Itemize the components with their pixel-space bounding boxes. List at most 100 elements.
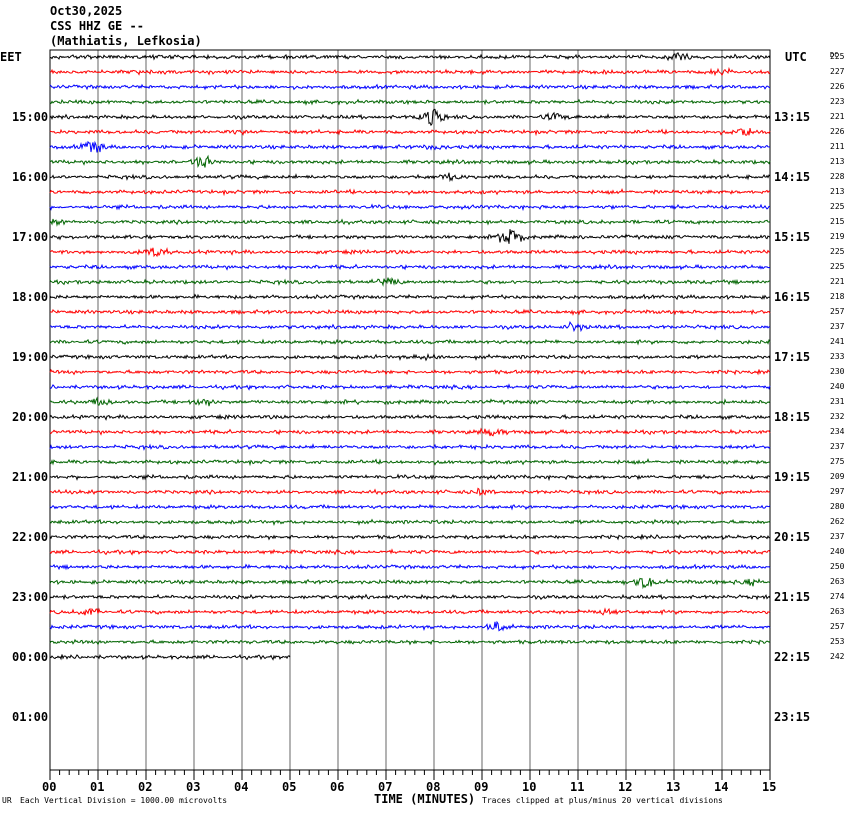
dc-offset-label: 221 [830, 277, 845, 286]
dc-offset-label: 257 [830, 622, 845, 631]
dc-offset-label: 227 [830, 67, 845, 76]
dc-offset-label: 234 [830, 427, 845, 436]
left-hour-label: 00:00 [12, 650, 49, 664]
x-tick-label: 03 [186, 780, 201, 794]
trace-line [49, 413, 771, 421]
dc-offset-label: 228 [830, 172, 845, 181]
dc-offset-label: 237 [830, 532, 845, 541]
right-hour-label: 14:15 [774, 170, 811, 184]
trace-line [49, 293, 771, 301]
trace-line [49, 263, 771, 271]
right-hour-label: 17:15 [774, 350, 811, 364]
dc-offset-label: 263 [830, 577, 845, 586]
scale-note: Each Vertical Division = 1000.00 microvo… [20, 796, 228, 805]
dc-offset-label: 240 [830, 382, 845, 391]
x-tick-label: 04 [234, 780, 249, 794]
station-label: CSS HHZ GE -- [50, 19, 144, 33]
dc-offset-label: 237 [830, 322, 845, 331]
dc-offset-label: 231 [830, 397, 845, 406]
trace-line [49, 52, 771, 62]
trace-line [49, 154, 771, 168]
x-tick-label: 05 [282, 780, 297, 794]
x-tick-label: 10 [522, 780, 537, 794]
trace-line [49, 473, 771, 482]
trace-line [49, 427, 771, 437]
left-hour-label: 19:00 [12, 350, 49, 364]
trace-line [49, 229, 771, 244]
dc-offset-label: 225 [830, 52, 845, 61]
trace-line [49, 518, 771, 526]
x-tick-label: 12 [618, 780, 633, 794]
x-tick-label: 11 [570, 780, 585, 794]
right-hour-label: 20:15 [774, 530, 811, 544]
right-hour-label: 16:15 [774, 290, 811, 304]
right-timezone-label: UTC [785, 50, 807, 64]
dc-offset-label: 211 [830, 142, 845, 151]
right-hour-label: 13:15 [774, 110, 811, 124]
dc-offset-label: 237 [830, 442, 845, 451]
trace-line [49, 218, 771, 227]
x-tick-label: 09 [474, 780, 489, 794]
left-hour-label: 16:00 [12, 170, 49, 184]
dc-offset-label: 250 [830, 562, 845, 571]
right-hour-label: 15:15 [774, 230, 811, 244]
dc-offset-label: 297 [830, 487, 845, 496]
dc-offset-label: 241 [830, 337, 845, 346]
dc-offset-label: 213 [830, 187, 845, 196]
trace-line [49, 108, 771, 127]
trace-line [49, 338, 771, 346]
dc-offset-label: 262 [830, 517, 845, 526]
right-hour-label: 23:15 [774, 710, 811, 724]
trace-line [49, 187, 771, 197]
x-tick-label: 07 [378, 780, 393, 794]
right-hour-label: 18:15 [774, 410, 811, 424]
dc-offset-label: 233 [830, 352, 845, 361]
dc-offset-label: 274 [830, 592, 845, 601]
x-tick-label: 14 [714, 780, 729, 794]
dc-offset-label: 280 [830, 502, 845, 511]
trace-line [49, 534, 770, 541]
right-hour-label: 19:15 [774, 470, 811, 484]
dc-offset-label: 221 [830, 112, 845, 121]
location-label: (Mathiatis, Lefkosia) [50, 34, 202, 48]
left-hour-label: 22:00 [12, 530, 49, 544]
clip-note: Traces clipped at plus/minus 20 vertical… [482, 796, 723, 805]
dc-offset-label: 225 [830, 262, 845, 271]
trace-line [49, 203, 771, 212]
trace-line [49, 487, 771, 497]
dc-offset-label: 240 [830, 547, 845, 556]
trace-line [49, 503, 771, 511]
x-tick-label: 13 [666, 780, 681, 794]
dc-offset-label: 263 [830, 607, 845, 616]
dc-offset-label: 257 [830, 307, 845, 316]
x-tick-label: 00 [42, 780, 57, 794]
left-hour-label: 23:00 [12, 590, 49, 604]
trace-line [49, 620, 771, 632]
plot-frame [49, 49, 771, 771]
trace-line [49, 172, 771, 183]
trace-line [49, 396, 771, 407]
right-hour-label: 22:15 [774, 650, 811, 664]
dc-offset-label: 253 [830, 637, 845, 646]
left-timezone-label: EET [0, 50, 22, 64]
dc-heading: DC [830, 51, 839, 59]
trace-line [49, 368, 771, 376]
left-hour-label: 21:00 [12, 470, 49, 484]
x-tick-label: 01 [90, 780, 105, 794]
left-hour-label: 01:00 [12, 710, 49, 724]
x-tick-label: 15 [762, 780, 777, 794]
left-hour-label: 15:00 [12, 110, 49, 124]
left-hour-label: 20:00 [12, 410, 49, 424]
trace-line [49, 308, 771, 316]
trace-line [49, 276, 770, 287]
left-hour-label: 18:00 [12, 290, 49, 304]
trace-line [49, 383, 771, 391]
corner-mark: UR [2, 796, 12, 805]
dc-offset-label: 218 [830, 292, 845, 301]
dc-offset-label: 223 [830, 97, 845, 106]
trace-line [49, 321, 771, 333]
right-hour-label: 21:15 [774, 590, 811, 604]
x-tick-label: 06 [330, 780, 345, 794]
dc-offset-label: 226 [830, 127, 845, 136]
